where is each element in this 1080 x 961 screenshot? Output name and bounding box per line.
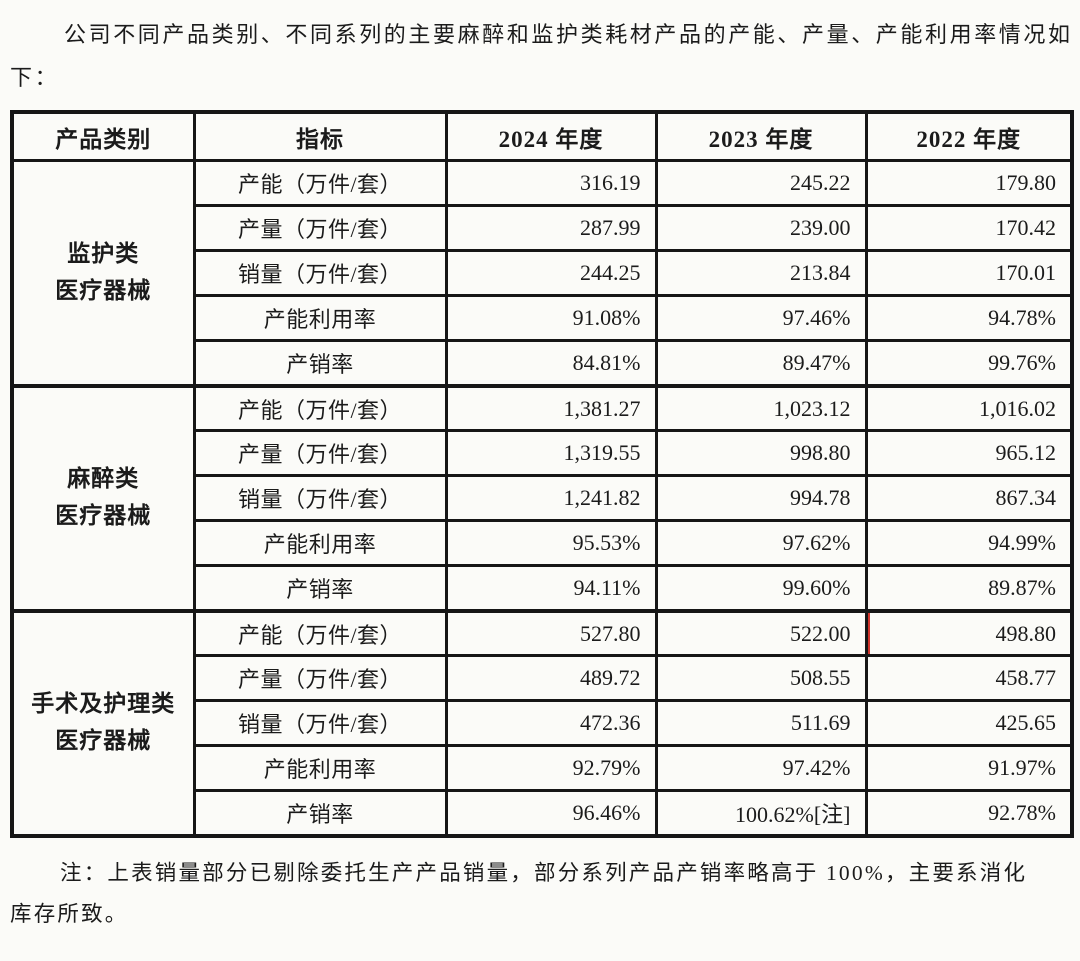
table-row: 销量（万件/套） 472.36 511.69 425.65 — [12, 699, 1074, 748]
value-cell: 1,381.27 — [444, 383, 658, 433]
value-cell: 994.78 — [654, 474, 868, 523]
footnote-line-2: 库存所致。 — [10, 901, 129, 926]
value-cell: 99.60% — [654, 564, 868, 613]
table-row: 产销率 96.46% 100.62%[注] 92.78% — [12, 789, 1074, 838]
value-cell: 1,241.82 — [444, 474, 658, 523]
value-cell: 91.97% — [864, 744, 1074, 793]
indicator-cell: 产能利用率 — [192, 744, 448, 793]
indicator-cell: 产能（万件/套） — [192, 608, 448, 658]
value-cell: 316.19 — [444, 159, 658, 208]
value-cell: 170.42 — [864, 204, 1074, 253]
value-cell: 95.53% — [444, 519, 658, 568]
table-row: 产销率 84.81% 89.47% 99.76% — [12, 339, 1074, 388]
indicator-cell: 产量（万件/套） — [192, 654, 448, 703]
header-year-2022: 2022 年度 — [864, 110, 1074, 163]
category-cell-anesthesia: 麻醉类 医疗器械 — [10, 383, 196, 613]
footnote-paragraph: 注：上表销量部分已剔除委托生产产品销量，部分系列产品产销率略高于 100%，主要… — [10, 853, 1070, 935]
value-cell: 508.55 — [654, 654, 868, 703]
value-cell: 472.36 — [444, 699, 658, 748]
value-cell-highlighted: 498.80 — [864, 608, 1074, 658]
value-cell: 1,016.02 — [864, 383, 1074, 433]
value-cell: 287.99 — [444, 204, 658, 253]
value-cell: 99.76% — [864, 339, 1074, 388]
production-capacity-table: 产品类别 指标 2024 年度 2023 年度 2022 年度 监护类 医疗器械… — [10, 109, 1074, 838]
table-row: 销量（万件/套） 1,241.82 994.78 867.34 — [12, 474, 1074, 523]
header-product-category: 产品类别 — [10, 110, 196, 163]
table-row: 销量（万件/套） 244.25 213.84 170.01 — [12, 249, 1074, 298]
indicator-cell: 产能利用率 — [192, 519, 448, 568]
value-cell: 97.42% — [654, 744, 868, 793]
indicator-cell: 产销率 — [192, 789, 448, 838]
table-row: 监护类 医疗器械 产能（万件/套） 316.19 245.22 179.80 — [10, 159, 1074, 388]
value-cell: 100.62%[注] — [654, 789, 868, 838]
value-cell: 213.84 — [654, 249, 868, 298]
value-cell: 94.78% — [864, 294, 1074, 343]
value-cell: 92.78% — [864, 789, 1074, 838]
value-cell: 170.01 — [864, 249, 1074, 298]
table-row: 产量（万件/套） 489.72 508.55 458.77 — [12, 654, 1074, 703]
value-cell: 425.65 — [864, 699, 1074, 748]
value-cell: 239.00 — [654, 204, 868, 253]
intro-line-2: 下： — [10, 64, 60, 90]
indicator-cell: 销量（万件/套） — [192, 474, 448, 523]
header-indicator: 指标 — [192, 110, 448, 163]
value-cell: 89.87% — [864, 564, 1074, 613]
table-row: 产量（万件/套） 1,319.55 998.80 965.12 — [12, 429, 1074, 478]
table-row: 产能利用率 92.79% 97.42% 91.97% — [12, 744, 1074, 793]
value-cell: 511.69 — [654, 699, 868, 748]
value-cell: 84.81% — [444, 339, 658, 388]
category-cell-monitoring: 监护类 医疗器械 — [10, 159, 196, 388]
indicator-cell: 产量（万件/套） — [192, 204, 448, 253]
value-cell: 1,023.12 — [654, 383, 868, 433]
value-cell: 998.80 — [654, 429, 868, 478]
value-cell: 527.80 — [444, 608, 658, 658]
table-row: 产销率 94.11% 99.60% 89.87% — [12, 564, 1074, 613]
intro-paragraph: 公司不同产品类别、不同系列的主要麻醉和监护类耗材产品的产能、产量、产能利用率情况… — [10, 14, 1070, 100]
value-cell: 867.34 — [864, 474, 1074, 523]
value-cell: 89.47% — [654, 339, 868, 388]
indicator-cell: 产能（万件/套） — [192, 383, 448, 433]
value-cell: 91.08% — [444, 294, 658, 343]
value-cell: 965.12 — [864, 429, 1074, 478]
header-year-2024: 2024 年度 — [444, 110, 658, 163]
highlighted-value: 498.80 — [995, 620, 1057, 646]
value-cell: 92.79% — [444, 744, 658, 793]
table-row: 产能利用率 95.53% 97.62% 94.99% — [12, 519, 1074, 568]
value-cell: 1,319.55 — [444, 429, 658, 478]
table-row: 产量（万件/套） 287.99 239.00 170.42 — [12, 204, 1074, 253]
value-cell: 458.77 — [864, 654, 1074, 703]
indicator-cell: 产销率 — [192, 339, 448, 388]
indicator-cell: 产能利用率 — [192, 294, 448, 343]
value-cell: 96.46% — [444, 789, 658, 838]
value-cell: 245.22 — [654, 159, 868, 208]
indicator-cell: 销量（万件/套） — [192, 699, 448, 748]
table-row: 麻醉类 医疗器械 产能（万件/套） 1,381.27 1,023.12 1,01… — [10, 383, 1074, 613]
value-cell: 522.00 — [654, 608, 868, 658]
value-cell: 94.11% — [444, 564, 658, 613]
intro-line-1: 公司不同产品类别、不同系列的主要麻醉和监护类耗材产品的产能、产量、产能利用率情况… — [64, 22, 1073, 47]
category-cell-surgery-nursing: 手术及护理类 医疗器械 — [10, 608, 196, 838]
value-cell: 94.99% — [864, 519, 1074, 568]
indicator-cell: 产能（万件/套） — [192, 159, 448, 208]
indicator-cell: 销量（万件/套） — [192, 249, 448, 298]
indicator-cell: 产量（万件/套） — [192, 429, 448, 478]
table-row: 手术及护理类 医疗器械 产能（万件/套） 527.80 522.00 498.8… — [10, 608, 1074, 838]
footnote-line-1: 注：上表销量部分已剔除委托生产产品销量，部分系列产品产销率略高于 100%，主要… — [60, 860, 1028, 885]
indicator-cell: 产销率 — [192, 564, 448, 613]
value-cell: 489.72 — [444, 654, 658, 703]
table-header-row: 产品类别 指标 2024 年度 2023 年度 2022 年度 — [10, 110, 1074, 163]
value-cell: 97.62% — [654, 519, 868, 568]
value-cell: 97.46% — [654, 294, 868, 343]
header-year-2023: 2023 年度 — [654, 110, 868, 163]
value-cell: 244.25 — [444, 249, 658, 298]
value-cell: 179.80 — [864, 159, 1074, 208]
table-row: 产能利用率 91.08% 97.46% 94.78% — [12, 294, 1074, 343]
